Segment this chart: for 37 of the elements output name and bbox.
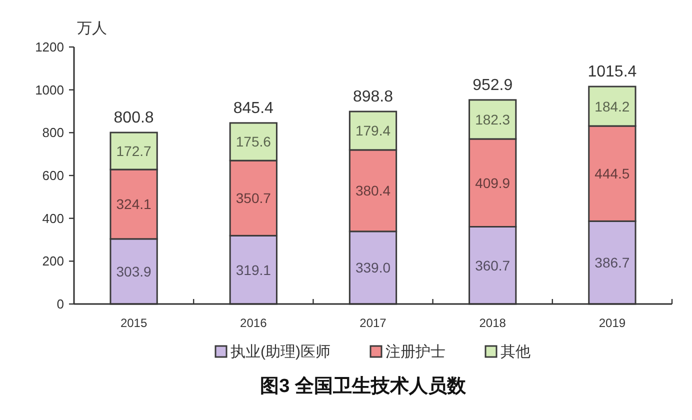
data-label: 172.7 — [116, 143, 152, 160]
y-axis-title: 万人 — [77, 20, 107, 37]
data-label: 319.1 — [236, 262, 272, 278]
y-tick-label: 400 — [42, 210, 64, 226]
data-label: 380.4 — [355, 182, 391, 199]
text: 图3 全国卫生技术人员数 — [260, 375, 467, 397]
data-label: 324.1 — [116, 196, 152, 212]
data-label: 182.3 — [475, 111, 510, 128]
x-tick-label: 2017 — [360, 316, 387, 330]
data-label: 386.7 — [594, 254, 630, 271]
data-label: 175.6 — [236, 134, 272, 150]
data-label: 444.5 — [594, 166, 630, 182]
legend-label: 注册护士 — [386, 344, 446, 360]
total-label: 800.8 — [114, 110, 154, 127]
data-label: 350.7 — [236, 190, 272, 206]
data-label: 303.9 — [116, 263, 152, 280]
data-label: 184.2 — [594, 98, 630, 114]
y-tick-label: 0 — [56, 296, 64, 312]
data-label: 339.0 — [355, 260, 391, 276]
data-label: 409.9 — [475, 174, 510, 191]
y-tick-label: 1000 — [35, 82, 64, 98]
x-tick-label: 2016 — [240, 316, 268, 330]
legend-label: 执业(助理)医师 — [230, 344, 330, 360]
total-label: 898.8 — [352, 88, 394, 106]
total-label: 845.4 — [233, 100, 274, 117]
y-tick-label: 800 — [42, 125, 64, 140]
data-label: 179.4 — [355, 122, 391, 139]
y-tick-label: 200 — [42, 254, 64, 269]
total-label: 952.9 — [472, 76, 513, 94]
y-tick-label: 1200 — [35, 40, 64, 54]
y-tick-label: 600 — [42, 168, 64, 183]
x-tick-label: 2018 — [479, 316, 506, 330]
x-tick-label: 2015 — [120, 316, 148, 330]
legend-label: 其他 — [500, 344, 530, 360]
total-label: 1015.4 — [588, 64, 637, 81]
x-tick-label: 2019 — [598, 316, 626, 330]
data-label: 360.7 — [475, 257, 510, 274]
